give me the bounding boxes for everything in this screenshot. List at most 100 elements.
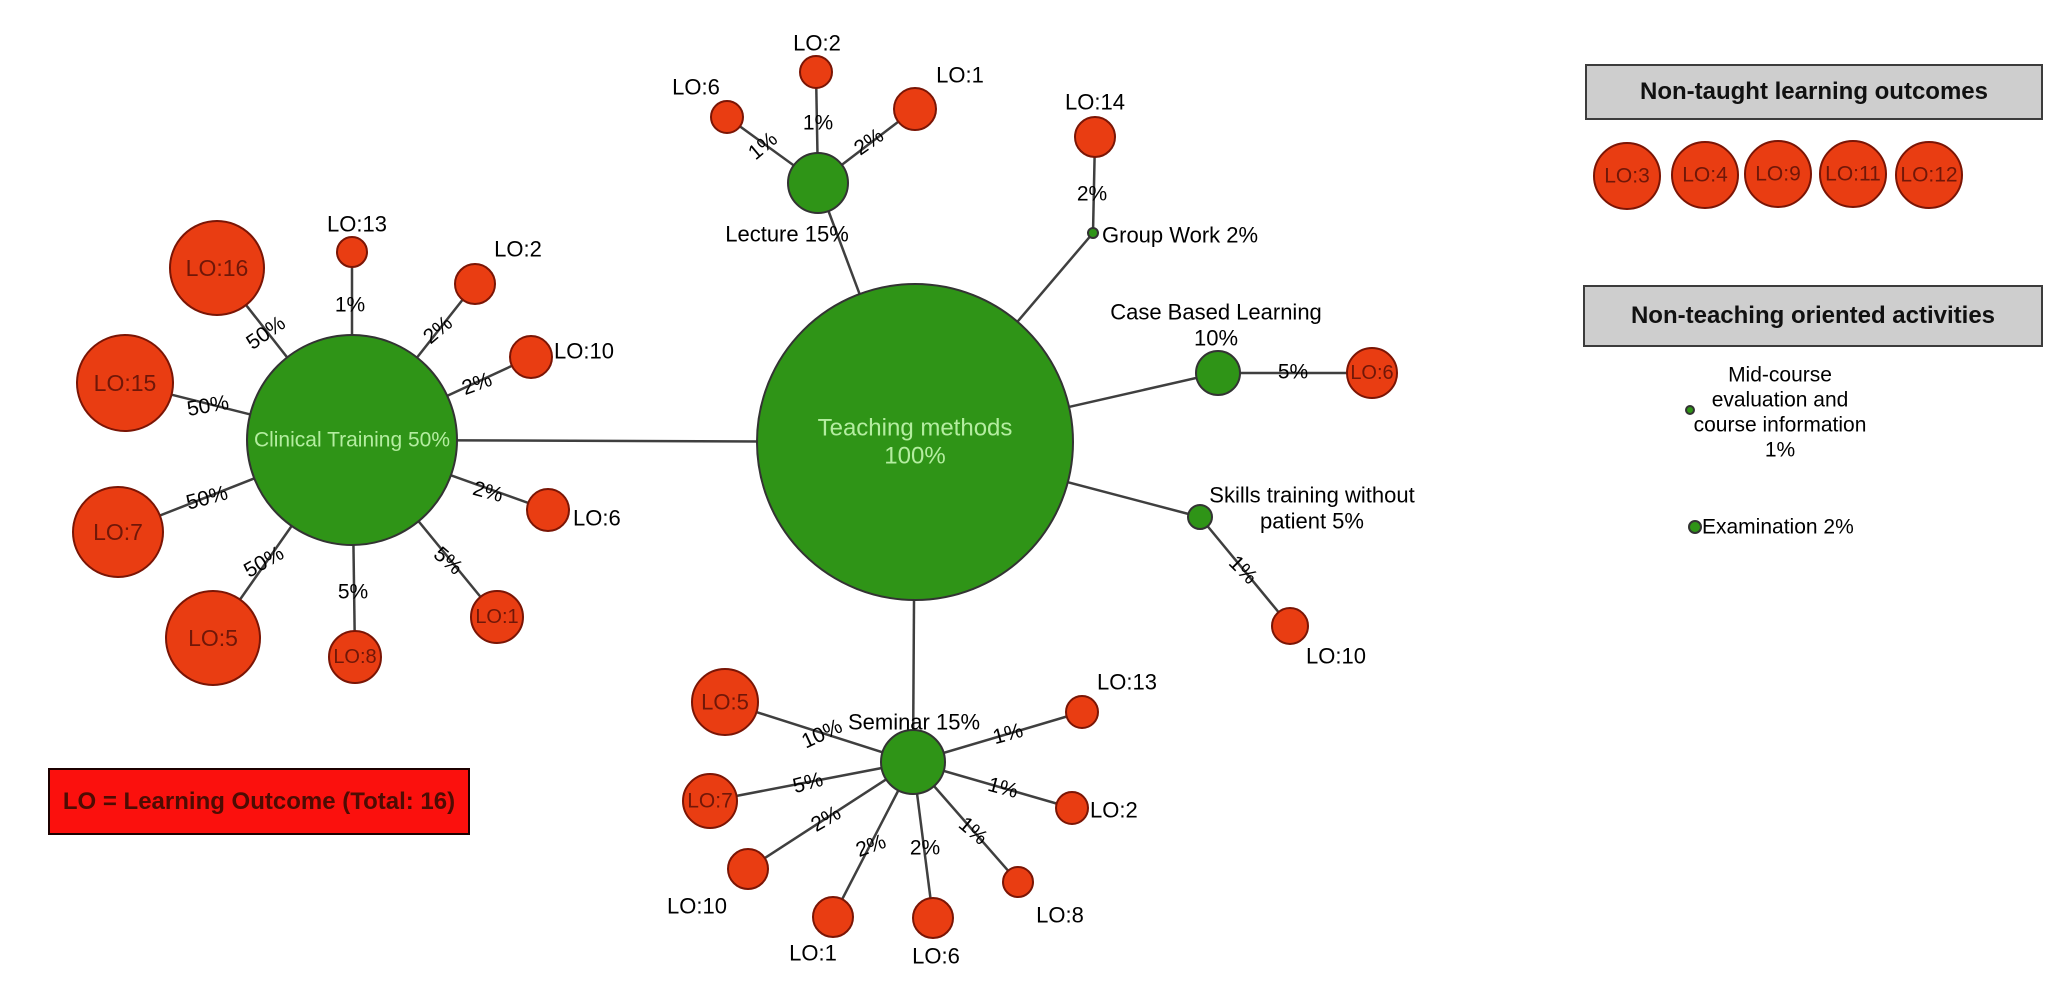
edge-label-seminar-sem-lo6: 2% <box>910 837 940 860</box>
node-clinical-training <box>246 334 458 546</box>
node-label-nt-lo11: LO:11 <box>1825 163 1881 186</box>
node-st-lo10 <box>1271 607 1309 645</box>
node-label-midcourse-dot: Mid-course evaluation and course informati… <box>1694 364 1867 462</box>
node-label-ct-lo5: LO:5 <box>188 625 238 651</box>
node-teaching-methods <box>756 283 1074 601</box>
node-cbl-lo6 <box>1346 347 1398 399</box>
edge-label-clinical-training-ct-lo10: 2% <box>459 368 495 400</box>
node-ct-lo1 <box>470 590 524 644</box>
node-label-teaching-methods: Teaching methods 100% <box>818 415 1013 470</box>
node-label-sem-lo7: LO:7 <box>687 790 733 813</box>
node-examination-dot <box>1688 520 1702 534</box>
edge-label-clinical-training-ct-lo13: 1% <box>335 294 365 317</box>
node-label-sem-lo8: LO:8 <box>1036 903 1084 928</box>
node-label-ct-lo1: LO:1 <box>475 606 518 628</box>
node-label-sem-lo13: LO:13 <box>1097 670 1157 695</box>
node-sem-lo10 <box>727 848 769 890</box>
node-label-clinical-training: Clinical Training 50% <box>254 429 450 452</box>
edge-seminar-sem-lo7 <box>709 760 914 803</box>
node-ct-lo13 <box>336 236 368 268</box>
node-nt-lo3 <box>1593 142 1661 210</box>
node-ct-lo10 <box>509 335 553 379</box>
node-ct-lo2 <box>454 263 496 305</box>
node-label-ct-lo2: LO:2 <box>494 237 542 262</box>
node-sem-lo2 <box>1055 791 1089 825</box>
edge-label-clinical-training-ct-lo15: 50% <box>185 391 230 421</box>
non-taught-header-label: Non-taught learning outcomes <box>1640 78 1988 105</box>
node-gw-lo14 <box>1074 116 1116 158</box>
node-group-work <box>1087 227 1099 239</box>
node-label-case-based-learning: Case Based Learning 10% <box>1110 300 1322 351</box>
legend-label: LO = Learning Outcome (Total: 16) <box>62 787 456 815</box>
node-sem-lo5 <box>691 668 759 736</box>
node-label-nt-lo4: LO:4 <box>1682 164 1728 187</box>
edge-label-clinical-training-ct-lo5: 50% <box>240 542 288 583</box>
node-ct-lo6 <box>526 488 570 532</box>
node-sem-lo13 <box>1065 695 1099 729</box>
node-label-sem-lo2: LO:2 <box>1090 798 1138 823</box>
node-label-st-lo10: LO:10 <box>1306 644 1366 669</box>
node-lec-lo6 <box>710 100 744 134</box>
node-label-sem-lo6: LO:6 <box>912 944 960 969</box>
edge-label-seminar-sem-lo2: 1% <box>985 773 1020 803</box>
node-label-seminar: Seminar 15% <box>848 710 980 735</box>
node-lecture <box>787 152 849 214</box>
node-label-skills-training: Skills training without patient 5% <box>1209 483 1414 534</box>
node-nt-lo11 <box>1819 140 1887 208</box>
node-nt-lo12 <box>1895 141 1963 209</box>
node-label-cbl-lo6: LO:6 <box>1350 362 1393 384</box>
edge-label-group-work-gw-lo14: 2% <box>1077 183 1107 206</box>
node-skills-training <box>1187 504 1213 530</box>
node-label-ct-lo7: LO:7 <box>93 519 143 545</box>
node-label-nt-lo12: LO:12 <box>1900 164 1957 187</box>
legend-box: LO = Learning Outcome (Total: 16) <box>48 768 470 835</box>
node-label-nt-lo3: LO:3 <box>1604 165 1650 188</box>
node-sem-lo7 <box>682 773 738 829</box>
node-sem-lo1 <box>812 896 854 938</box>
node-label-sem-lo5: LO:5 <box>701 690 749 715</box>
edge-label-clinical-training-ct-lo7: 50% <box>184 481 231 514</box>
edge-label-seminar-sem-lo10: 2% <box>807 801 845 836</box>
node-sem-lo6 <box>912 897 954 939</box>
edge-label-clinical-training-ct-lo6: 2% <box>470 477 505 507</box>
edge-label-case-based-learning-cbl-lo6: 5% <box>1278 361 1308 384</box>
node-nt-lo4 <box>1671 141 1739 209</box>
non-taught-header-box: Non-taught learning outcomes <box>1585 64 2043 120</box>
node-label-sem-lo10: LO:10 <box>667 894 727 919</box>
node-label-ct-lo8: LO:8 <box>333 646 376 668</box>
node-label-group-work: Group Work 2% <box>1102 223 1258 248</box>
node-lec-lo2 <box>799 55 833 89</box>
edge-label-clinical-training-ct-lo16: 50% <box>242 312 290 355</box>
node-ct-lo7 <box>72 486 164 578</box>
node-ct-lo8 <box>328 630 382 684</box>
edge-label-seminar-sem-lo5: 10% <box>798 715 846 754</box>
edge-label-clinical-training-ct-lo8: 5% <box>338 581 368 604</box>
node-midcourse-dot <box>1685 405 1695 415</box>
edge-label-lecture-lec-lo2: 1% <box>803 112 833 135</box>
non-teaching-header-box: Non-teaching oriented activities <box>1583 285 2043 347</box>
edge-label-seminar-sem-lo13: 1% <box>990 719 1025 749</box>
node-sem-lo8 <box>1002 866 1034 898</box>
node-ct-lo15 <box>76 334 174 432</box>
node-label-gw-lo14: LO:14 <box>1065 90 1125 115</box>
node-case-based-learning <box>1195 350 1241 396</box>
non-teaching-header-label: Non-teaching oriented activities <box>1630 302 1996 329</box>
node-label-sem-lo1: LO:1 <box>789 941 837 966</box>
node-ct-lo5 <box>165 590 261 686</box>
edge-label-seminar-sem-lo7: 5% <box>790 768 825 798</box>
node-nt-lo9 <box>1744 140 1812 208</box>
edge-label-clinical-training-ct-lo2: 2% <box>419 311 457 348</box>
edge-label-seminar-sem-lo1: 2% <box>853 830 889 862</box>
node-label-examination-dot: Examination 2% <box>1702 516 1854 539</box>
node-label-lec-lo6: LO:6 <box>672 75 720 100</box>
node-label-lecture: Lecture 15% <box>725 222 849 247</box>
node-label-ct-lo10: LO:10 <box>554 339 614 364</box>
node-seminar <box>880 729 946 795</box>
node-label-ct-lo15: LO:15 <box>94 370 157 396</box>
node-label-lec-lo2: LO:2 <box>793 31 841 56</box>
node-lec-lo1 <box>893 87 937 131</box>
node-label-ct-lo16: LO:16 <box>186 255 249 281</box>
node-label-lec-lo1: LO:1 <box>936 63 984 88</box>
